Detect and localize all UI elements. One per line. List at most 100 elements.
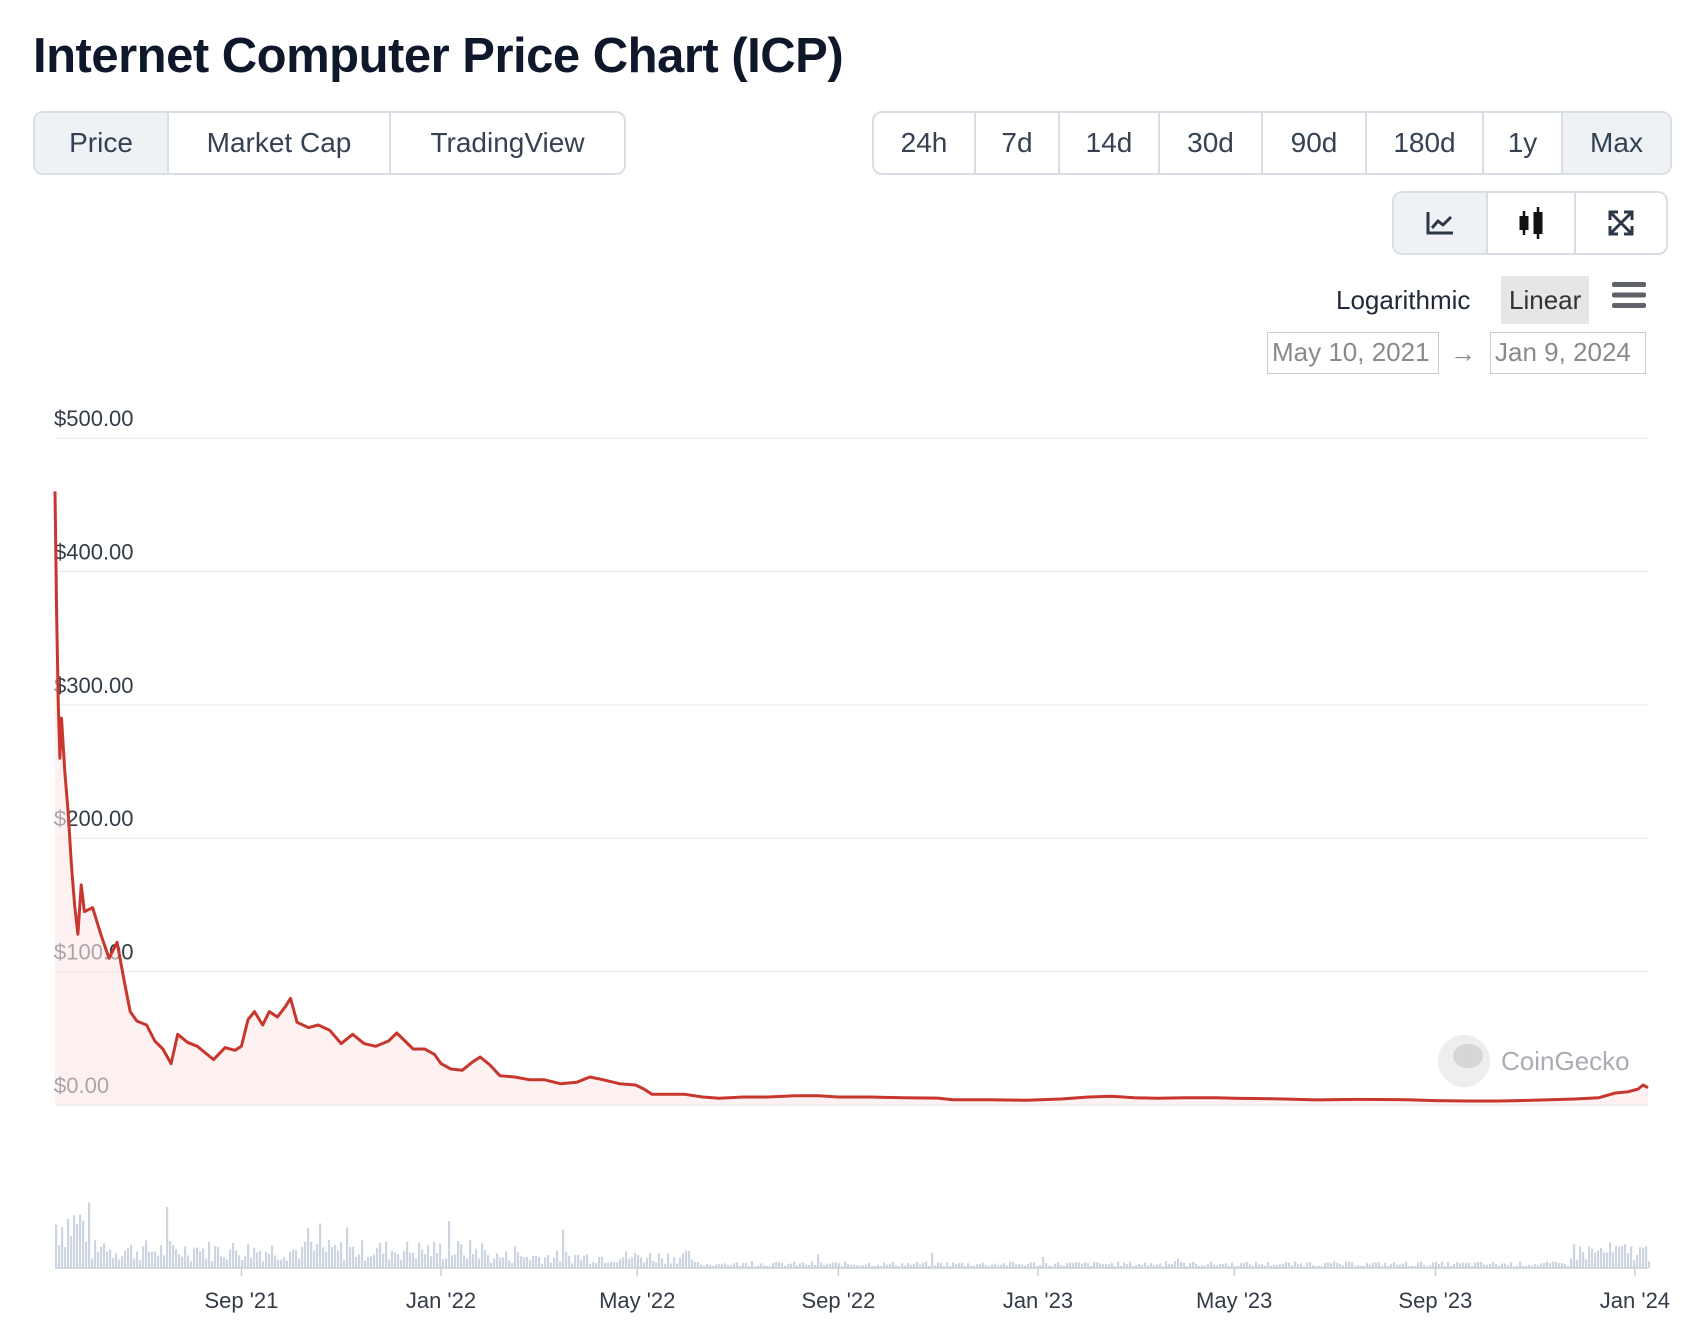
volume-bar (1351, 1262, 1354, 1268)
price-chart[interactable]: $0.00$100.00$200.00$300.00$400.00$500.00… (0, 400, 1704, 1326)
volume-bar (1114, 1266, 1117, 1268)
volume-bar (1450, 1265, 1453, 1268)
volume-bar (64, 1247, 67, 1268)
volume-bar (235, 1250, 238, 1268)
volume-bar (916, 1261, 919, 1268)
volume-bar (1372, 1262, 1375, 1268)
volume-bar (838, 1263, 841, 1268)
volume-bar (661, 1258, 664, 1268)
volume-bar (1108, 1264, 1111, 1268)
volume-bar (847, 1264, 850, 1268)
volume-bar (1399, 1264, 1402, 1268)
volume-bar (310, 1241, 313, 1268)
volume-bar (481, 1243, 484, 1268)
date-to-input[interactable]: Jan 9, 2024 (1490, 332, 1646, 374)
volume-bar (973, 1265, 976, 1268)
volume-bar (1315, 1266, 1318, 1268)
range-max[interactable]: Max (1563, 113, 1670, 173)
x-tick-label: Jan '23 (1003, 1288, 1073, 1313)
candlestick-button[interactable] (1488, 193, 1576, 253)
volume-bar (1621, 1246, 1624, 1268)
volume-bar (1447, 1261, 1450, 1268)
range-180d[interactable]: 180d (1367, 113, 1484, 173)
volume-bar (226, 1259, 229, 1268)
volume-bar (1414, 1265, 1417, 1268)
volume-bar (268, 1253, 271, 1268)
volume-bar (154, 1251, 157, 1268)
volume-bar (403, 1251, 406, 1268)
volume-bar (748, 1266, 751, 1268)
volume-bar (472, 1254, 475, 1268)
volume-bar (1420, 1261, 1423, 1268)
volume-bar (610, 1261, 613, 1268)
volume-bar (730, 1265, 733, 1268)
tab-price[interactable]: Price (35, 113, 169, 173)
volume-bar (1633, 1260, 1636, 1268)
tab-market-cap[interactable]: Market Cap (169, 113, 391, 173)
date-from-input[interactable]: May 10, 2021 (1267, 332, 1439, 374)
volume-bar (1027, 1263, 1030, 1268)
volume-bar (802, 1262, 805, 1268)
volume-bar (1510, 1262, 1513, 1268)
range-1y[interactable]: 1y (1484, 113, 1563, 173)
range-30d[interactable]: 30d (1160, 113, 1263, 173)
volume-bar (493, 1258, 496, 1268)
volume-bar (991, 1264, 994, 1268)
scale-linear[interactable]: Linear (1501, 276, 1590, 324)
volume-bar (739, 1265, 742, 1268)
volume-bar (1177, 1258, 1180, 1268)
volume-bar (625, 1251, 628, 1268)
volume-bar (784, 1265, 787, 1268)
range-14d[interactable]: 14d (1060, 113, 1160, 173)
range-7d[interactable]: 7d (976, 113, 1060, 173)
volume-bar (451, 1255, 454, 1268)
coingecko-watermark: CoinGecko (1438, 1035, 1630, 1087)
range-tabs: 24h 7d 14d 30d 90d 180d 1y Max (872, 111, 1672, 175)
volume-bar (1354, 1266, 1357, 1268)
volume-bar (1012, 1262, 1015, 1268)
volume-bar (421, 1249, 424, 1268)
volume-bar (1084, 1262, 1087, 1268)
volume-bar (874, 1266, 877, 1268)
tab-tradingview[interactable]: TradingView (430, 127, 585, 158)
volume-bar (805, 1264, 808, 1268)
volume-bar (1159, 1263, 1162, 1268)
volume-bar (1591, 1248, 1594, 1268)
volume-bar (889, 1263, 892, 1268)
volume-bar (112, 1258, 115, 1268)
volume-bar (1273, 1264, 1276, 1268)
volume-bar (877, 1264, 880, 1268)
volume-bar (265, 1251, 268, 1268)
range-90d[interactable]: 90d (1263, 113, 1367, 173)
y-tick-label: $400.00 (54, 539, 134, 564)
volume-bar (994, 1263, 997, 1268)
y-tick-label: $300.00 (54, 673, 134, 698)
volume-bar (544, 1257, 547, 1268)
volume-bar (325, 1251, 328, 1268)
volume-bar (658, 1253, 661, 1268)
volume-bar (1318, 1265, 1321, 1268)
volume-bar (943, 1266, 946, 1268)
volume-bar (1462, 1262, 1465, 1268)
volume-bar (340, 1241, 343, 1268)
volume-bar (1141, 1265, 1144, 1268)
line-chart-button[interactable] (1394, 193, 1488, 253)
volume-bar (1216, 1265, 1219, 1268)
range-24h[interactable]: 24h (874, 113, 976, 173)
volume-bar (163, 1255, 166, 1268)
volume-bar (232, 1242, 235, 1268)
volume-bar (151, 1251, 154, 1268)
volume-bar (1336, 1262, 1339, 1268)
fullscreen-button[interactable] (1576, 193, 1666, 253)
volume-bar (592, 1262, 595, 1268)
scale-logarithmic[interactable]: Logarithmic (1336, 285, 1471, 315)
volume-bar (601, 1256, 604, 1268)
hamburger-menu-icon[interactable] (1610, 280, 1648, 310)
volume-bar (517, 1252, 520, 1268)
volume-bar (1417, 1262, 1420, 1268)
volume-bar (1537, 1265, 1540, 1268)
volume-bar (391, 1250, 394, 1268)
volume-bar (145, 1240, 148, 1268)
volume-bar (1066, 1263, 1069, 1268)
volume-bar (946, 1262, 949, 1268)
